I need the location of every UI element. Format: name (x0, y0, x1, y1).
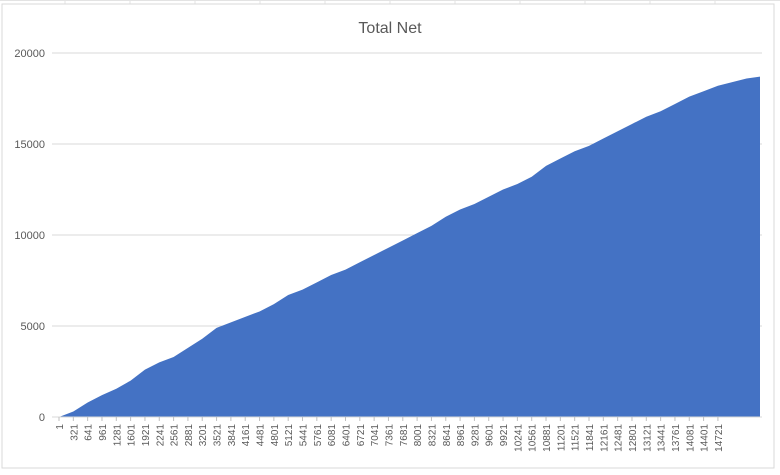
x-tick-label: 12161 (599, 424, 610, 452)
sheet-grid (0, 0, 780, 5)
x-tick-label: 12481 (614, 424, 625, 452)
x-tick-label: 9601 (485, 424, 496, 447)
x-tick-label: 1921 (141, 424, 152, 447)
x-tick-label: 8001 (413, 424, 424, 447)
x-tick-label: 8321 (427, 424, 438, 447)
x-tick-label: 12801 (628, 424, 639, 452)
x-tick-label: 2241 (155, 424, 166, 447)
x-tick-label: 7361 (384, 424, 395, 447)
chart-title: Total Net (358, 20, 422, 37)
x-tick-label: 11841 (585, 424, 596, 452)
x-tick-label: 3841 (227, 424, 238, 447)
x-tick-label: 6081 (327, 424, 338, 447)
y-tick-label: 15000 (14, 139, 45, 151)
x-tick-label: 2561 (170, 424, 181, 447)
x-tick-label: 2881 (184, 424, 195, 447)
x-tick-label: 641 (84, 424, 95, 441)
x-tick-label: 9921 (499, 424, 510, 447)
x-tick-label: 7041 (370, 424, 381, 447)
x-tick-label: 14401 (700, 424, 711, 452)
x-tick-label: 1281 (112, 424, 123, 447)
x-tick-label: 8961 (456, 424, 467, 447)
x-tick-label: 4161 (241, 424, 252, 447)
x-tick-label: 4801 (270, 424, 281, 447)
x-tick-label: 5121 (284, 424, 295, 447)
x-tick-label: 10561 (528, 424, 539, 452)
x-tick-label: 11521 (571, 424, 582, 452)
x-tick-label: 10881 (542, 424, 553, 452)
x-tick-label: 8641 (442, 424, 453, 447)
x-tick-label: 14721 (714, 424, 725, 452)
x-tick-label: 7681 (399, 424, 410, 447)
y-tick-label: 5000 (21, 321, 45, 333)
x-tick-label: 13121 (642, 424, 653, 452)
x-tick-label: 5441 (299, 424, 310, 447)
x-tick-label: 9281 (470, 424, 481, 447)
x-tick-label: 10241 (513, 424, 524, 452)
x-tick-label: 13441 (657, 424, 668, 452)
x-tick-label: 1 (55, 424, 66, 430)
x-tick-label: 3201 (198, 424, 209, 447)
x-tick-label: 961 (98, 424, 109, 441)
x-tick-label: 13761 (671, 424, 682, 452)
x-tick-label: 1601 (127, 424, 138, 447)
y-tick-label: 20000 (14, 48, 45, 60)
y-tick-label: 10000 (14, 230, 45, 242)
x-tick-label: 11201 (556, 424, 567, 452)
x-tick-label: 321 (69, 424, 80, 441)
x-tick-label: 14081 (685, 424, 696, 452)
y-tick-label: 0 (39, 412, 45, 424)
x-tick-label: 5761 (313, 424, 324, 447)
x-tick-label: 6721 (356, 424, 367, 447)
x-tick-label: 4481 (256, 424, 267, 447)
area (59, 76, 760, 417)
x-tick-label: 6401 (341, 424, 352, 447)
x-tick-label: 3521 (213, 424, 224, 447)
